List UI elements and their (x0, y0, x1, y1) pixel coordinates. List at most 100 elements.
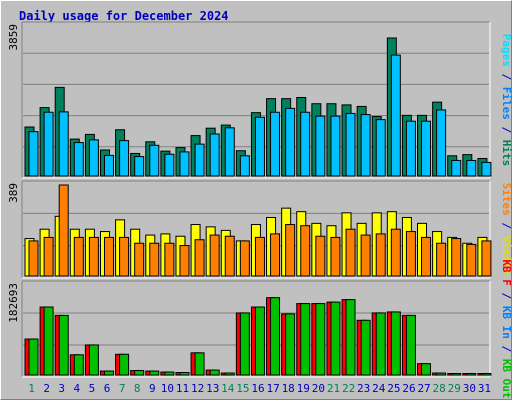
bar-files-day-7 (119, 140, 130, 177)
bar-files-day-23 (360, 114, 371, 177)
x-tick-label-day-4: 4 (74, 382, 81, 395)
bar-files-day-30 (466, 159, 477, 177)
bar-sites-day-12 (194, 239, 205, 277)
bar-sites-day-2 (43, 236, 54, 277)
bar-sites-day-20 (315, 235, 326, 277)
x-tick-label-day-18: 18 (282, 382, 295, 395)
bar-files-day-4 (73, 142, 84, 177)
legend-entry: / (500, 67, 512, 87)
bar-files-day-31 (481, 161, 492, 177)
bar-kbout-day-25 (390, 311, 401, 376)
bar-sites-day-21 (330, 236, 341, 277)
x-tick-label-day-13: 13 (206, 382, 219, 395)
legend-entry: KB F (500, 259, 512, 286)
bar-sites-day-29 (451, 238, 462, 277)
legend-entry: KB In (500, 306, 512, 339)
bar-files-day-13 (209, 133, 220, 177)
bar-files-day-15 (239, 155, 250, 177)
bar-files-day-16 (254, 116, 265, 177)
bar-sites-day-24 (375, 233, 386, 277)
x-tick-label-day-23: 23 (357, 382, 370, 395)
bar-files-day-2 (43, 111, 54, 177)
x-tick-label-day-5: 5 (89, 382, 96, 395)
x-tick-label-day-12: 12 (191, 382, 204, 395)
bar-sites-day-13 (209, 234, 220, 277)
legend-panel2: Sites / Visits (500, 183, 512, 276)
bar-kbout-day-11 (179, 372, 190, 376)
bar-files-day-12 (194, 143, 205, 177)
bar-kbout-day-23 (360, 319, 371, 376)
bar-sites-day-4 (73, 236, 84, 277)
bar-sites-day-14 (224, 235, 235, 277)
bar-files-day-8 (134, 156, 145, 177)
x-tick-label-day-11: 11 (176, 382, 189, 395)
x-tick-label-day-15: 15 (236, 382, 249, 395)
bar-kbout-day-12 (194, 352, 205, 376)
bar-kbout-day-19 (300, 303, 311, 376)
bar-sites-day-7 (119, 236, 130, 277)
x-tick-label-day-7: 7 (119, 382, 126, 395)
bar-sites-day-17 (270, 233, 281, 277)
legend-panel1: Pages / Files / Hits (500, 34, 512, 167)
x-tick-label-day-22: 22 (342, 382, 355, 395)
bar-files-day-27 (421, 120, 432, 177)
bar-kbout-day-22 (345, 299, 356, 376)
bar-kbout-day-26 (405, 314, 416, 376)
x-tick-label-day-8: 8 (134, 382, 141, 395)
bar-files-day-19 (300, 111, 311, 177)
bar-sites-day-31 (481, 240, 492, 277)
x-tick-label-day-27: 27 (417, 382, 430, 395)
x-tick-label-day-9: 9 (149, 382, 156, 395)
x-tick-label-day-2: 2 (43, 382, 50, 395)
bar-files-day-6 (103, 154, 114, 177)
bar-sites-day-1 (28, 240, 39, 277)
bar-files-day-24 (375, 119, 386, 177)
y-max-label: 182693 (7, 283, 20, 323)
legend-entry: Pages (500, 34, 512, 67)
bar-kbout-day-7 (119, 353, 130, 376)
bar-sites-day-9 (149, 242, 160, 277)
bar-sites-day-16 (254, 236, 265, 277)
x-tick-label-day-3: 3 (58, 382, 65, 395)
bar-kbout-day-10 (164, 371, 175, 376)
bar-kbout-day-18 (285, 313, 296, 376)
bar-kbout-day-14 (224, 372, 235, 376)
bar-kbout-day-28 (436, 372, 447, 376)
bar-files-day-29 (451, 159, 462, 177)
bar-files-day-9 (149, 144, 160, 177)
bar-sites-day-25 (390, 228, 401, 277)
bar-sites-day-3 (58, 184, 69, 277)
bar-kbout-day-6 (103, 370, 114, 376)
bar-sites-day-18 (285, 224, 296, 277)
x-tick-label-day-25: 25 (387, 382, 400, 395)
bar-files-day-22 (345, 112, 356, 177)
bar-kbout-day-29 (451, 373, 462, 376)
bar-kbout-day-5 (88, 344, 99, 376)
bar-kbout-day-4 (73, 354, 84, 376)
bar-sites-day-5 (88, 236, 99, 277)
bar-files-day-21 (330, 115, 341, 177)
x-tick-label-day-19: 19 (297, 382, 310, 395)
bar-files-day-1 (28, 131, 39, 177)
legend-entry: Files (500, 87, 512, 120)
bar-files-day-14 (224, 127, 235, 177)
bar-sites-day-6 (103, 236, 114, 277)
legend-entry: / (500, 286, 512, 306)
bar-kbout-day-9 (149, 370, 160, 376)
bar-sites-day-23 (360, 234, 371, 277)
x-tick-label-day-6: 6 (104, 382, 111, 395)
bar-kbout-day-2 (43, 306, 54, 376)
bar-files-day-5 (88, 139, 99, 177)
x-tick-label-day-24: 24 (372, 382, 386, 395)
legend-entry: Visits (500, 236, 512, 276)
legend-entry: Sites (500, 183, 512, 216)
legend-entry: / (500, 216, 512, 236)
bar-sites-day-19 (300, 225, 311, 277)
legend-entry: KB Out (500, 359, 512, 399)
bar-sites-day-30 (466, 243, 477, 277)
bar-kbout-day-27 (421, 363, 432, 376)
bar-files-day-11 (179, 151, 190, 177)
chart-title: Daily usage for December 2024 (19, 9, 229, 23)
x-tick-label-day-21: 21 (327, 382, 340, 395)
